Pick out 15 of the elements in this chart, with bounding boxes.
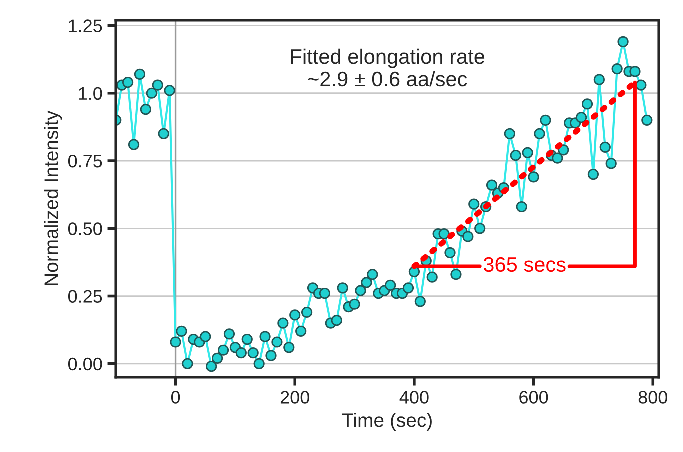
y-axis-title: Normalized Intensity <box>44 110 62 286</box>
y-tick-label: 0.75 <box>68 154 102 168</box>
x-axis-title: Time (sec) <box>342 413 432 432</box>
x-tick-label: 0 <box>171 391 180 404</box>
x-tick-label: 600 <box>520 391 548 404</box>
annotation: 365 secs <box>484 257 566 272</box>
y-tick-label: 1.25 <box>69 20 102 32</box>
y-tick-label: 0.00 <box>68 358 102 371</box>
y-tick-label: 0.25 <box>68 290 102 303</box>
x-tick-label: 800 <box>638 391 668 404</box>
y-tick-label: 0.50 <box>68 222 102 236</box>
y-tick-label: 1.0 <box>79 87 102 100</box>
x-tick-label: 200 <box>280 391 310 404</box>
x-tick-label: 400 <box>400 391 429 404</box>
annotation: Fitted elongation rate ~2.9 ± 0.6 aa/sec <box>291 48 485 87</box>
